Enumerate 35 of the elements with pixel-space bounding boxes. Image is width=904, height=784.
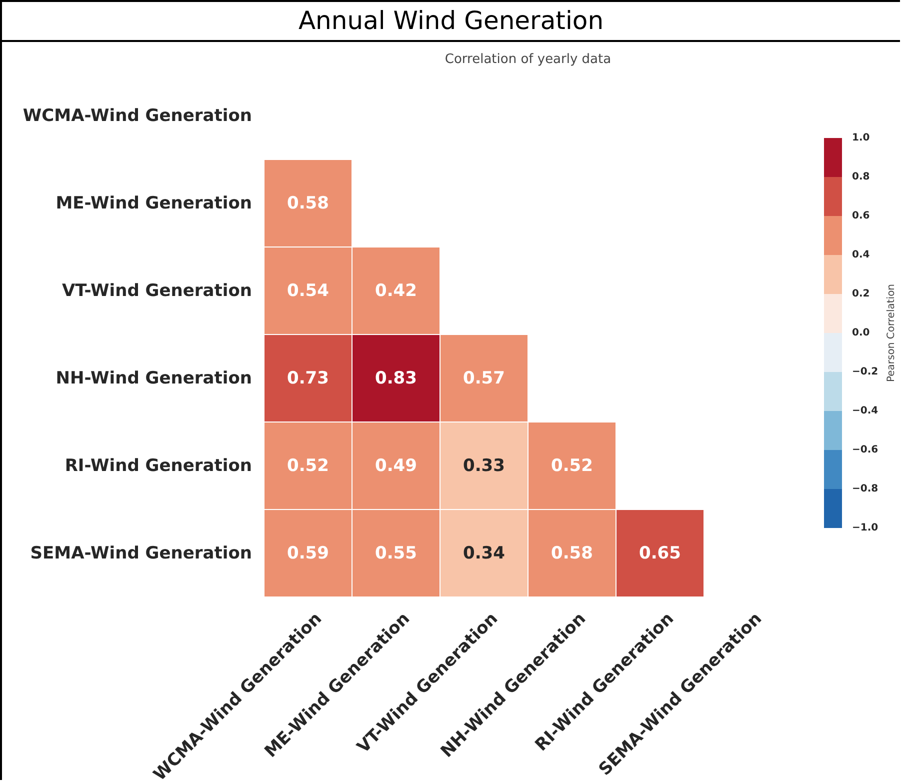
data-label: 0.49 <box>375 456 417 476</box>
data-label: 0.65 <box>639 543 681 564</box>
y-tick-label: ME-Wind Generation <box>56 193 252 214</box>
data-label: 0.59 <box>287 543 329 564</box>
data-label: 0.52 <box>551 456 593 476</box>
color-bar-label: −0.4 <box>852 406 878 416</box>
color-bar-label: −0.2 <box>852 366 878 378</box>
data-label: 0.33 <box>463 456 505 476</box>
data-label: 0.58 <box>551 543 593 564</box>
y-tick-label: RI-Wind Generation <box>64 456 252 476</box>
data-label: 0.55 <box>375 543 417 564</box>
data-label: 0.57 <box>463 368 505 388</box>
y-tick-label: WCMA-Wind Generation <box>22 106 252 126</box>
data-label: 0.52 <box>287 456 329 476</box>
color-bar-title: Pearson Correlation <box>886 284 897 382</box>
data-label: 0.54 <box>287 280 330 301</box>
color-bar-label: −0.8 <box>852 484 878 494</box>
chart-title: Annual Wind Generation <box>2 2 900 42</box>
color-bar-label: 0.0 <box>852 328 870 338</box>
color-bar-label: 0.4 <box>852 250 870 260</box>
y-tick-label: NH-Wind Generation <box>56 368 252 388</box>
data-label: 0.73 <box>287 368 329 388</box>
y-tick-label: VT-Wind Generation <box>62 280 252 301</box>
data-label: 0.83 <box>375 368 417 388</box>
color-bar-label: 1.0 <box>852 132 870 144</box>
data-label: 0.34 <box>463 543 506 564</box>
chart-subtitle: Correlation of yearly data <box>444 52 612 67</box>
color-bar-label: 0.6 <box>852 210 870 222</box>
color-bar-label: −0.6 <box>852 444 878 456</box>
data-label: 0.58 <box>287 193 329 214</box>
color-bar-label: −1.0 <box>852 522 878 534</box>
color-bar-label: 0.2 <box>852 288 870 300</box>
color-bar-label: 0.8 <box>852 172 870 182</box>
data-label: 0.42 <box>375 280 417 301</box>
y-tick-label: SEMA-Wind Generation <box>30 543 252 564</box>
